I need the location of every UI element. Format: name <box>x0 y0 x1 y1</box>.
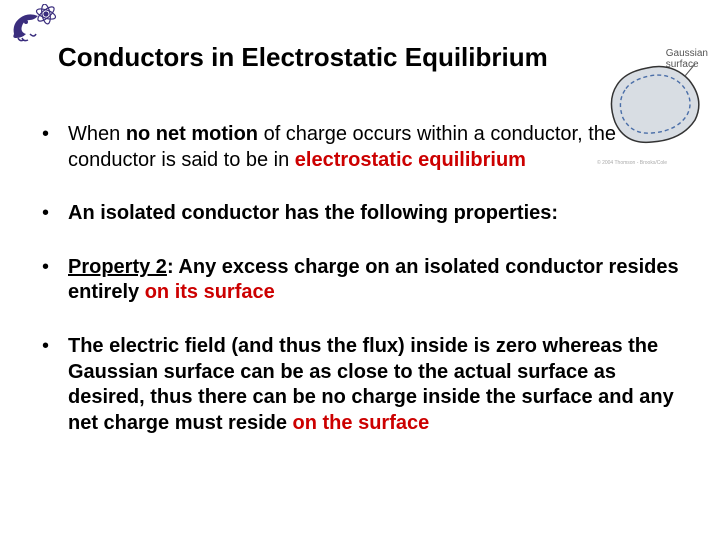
content-area: •When no net motion of charge occurs wit… <box>40 122 680 464</box>
logo-icon <box>8 4 58 46</box>
diagram-label-line2: surface <box>666 59 699 70</box>
diagram-label: Gaussian surface <box>666 48 708 70</box>
text-run: on the surface <box>293 412 430 434</box>
bullet-dot: • <box>40 122 68 173</box>
bullet-text: Property 2: Any excess charge on an isol… <box>68 255 680 306</box>
text-run: on its surface <box>145 281 275 303</box>
bullet-item: •An isolated conductor has the following… <box>40 201 680 227</box>
text-run: electrostatic equilibrium <box>295 149 526 171</box>
bullet-item: •Property 2: Any excess charge on an iso… <box>40 255 680 306</box>
text-run: no net motion <box>126 123 258 145</box>
bullet-dot: • <box>40 334 68 436</box>
diagram-label-line1: Gaussian <box>666 48 708 59</box>
bullet-item: •The electric field (and thus the flux) … <box>40 334 680 436</box>
bullet-text: When no net motion of charge occurs with… <box>68 122 680 173</box>
bullet-dot: • <box>40 255 68 306</box>
bullet-text: The electric field (and thus the flux) i… <box>68 334 680 436</box>
bullet-dot: • <box>40 201 68 227</box>
bullet-item: •When no net motion of charge occurs wit… <box>40 122 680 173</box>
bullet-text: An isolated conductor has the following … <box>68 201 680 227</box>
page-title: Conductors in Electrostatic Equilibrium <box>58 42 548 73</box>
text-run: An isolated conductor has the following … <box>68 202 558 224</box>
text-run: When <box>68 123 126 145</box>
text-run: Property 2 <box>68 256 167 278</box>
